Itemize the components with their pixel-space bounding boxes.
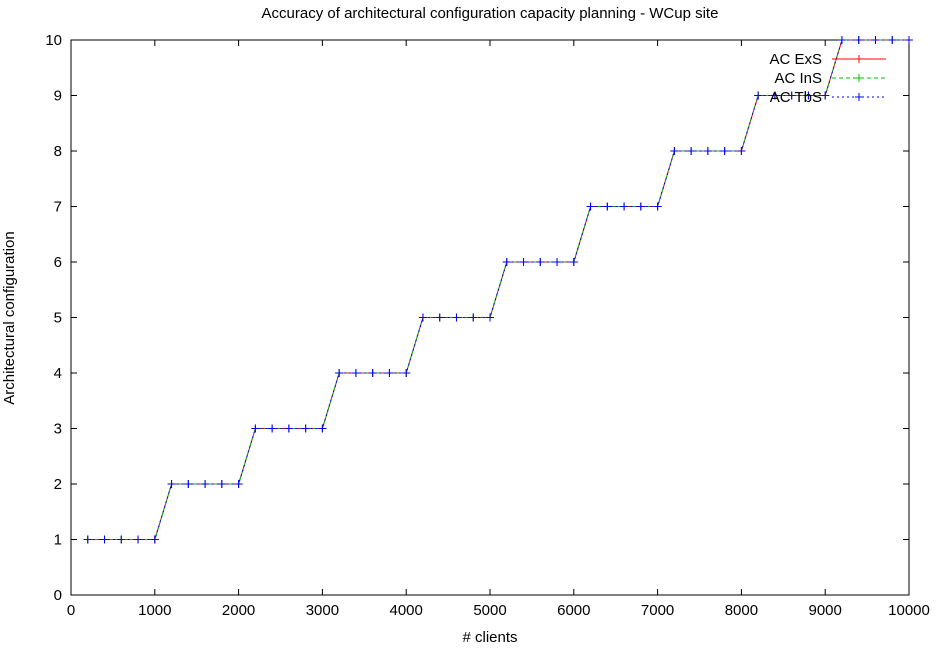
data-point (452, 313, 461, 322)
x-tick-label: 10000 (888, 602, 930, 619)
data-point (284, 424, 293, 433)
data-point (905, 36, 913, 44)
data-point (837, 36, 846, 44)
data-point (636, 202, 645, 211)
data-point (301, 424, 310, 433)
data-point (117, 535, 126, 544)
data-point (502, 258, 511, 266)
data-point (318, 424, 327, 433)
data-point (770, 91, 779, 100)
data-point (134, 535, 143, 544)
data-point (335, 369, 344, 377)
x-tick-label: 0 (67, 602, 75, 619)
x-tick-label: 9000 (809, 602, 842, 619)
data-point (351, 369, 360, 377)
y-tick-label: 5 (54, 310, 62, 327)
x-tick-label: 6000 (557, 602, 590, 619)
data-point (217, 480, 226, 488)
data-point (486, 313, 494, 322)
data-point (720, 147, 729, 155)
x-tick-label: 5000 (473, 602, 506, 619)
data-point (888, 36, 897, 44)
data-point (150, 535, 159, 544)
data-point (871, 36, 880, 44)
data-point (251, 424, 260, 433)
y-tick-label: 7 (54, 199, 62, 216)
data-point (569, 258, 578, 266)
y-tick-label: 4 (54, 365, 62, 382)
x-axis-label: # clients (462, 629, 517, 646)
data-point (234, 480, 243, 488)
legend: AC ExS AC InS AC TbS (769, 51, 886, 106)
data-point (519, 258, 528, 266)
data-point (804, 91, 813, 100)
y-tick-label: 3 (54, 421, 62, 438)
y-tick-label: 1 (54, 532, 62, 549)
x-tick-label: 7000 (641, 602, 674, 619)
data-point (620, 202, 629, 211)
x-tick-label: 8000 (725, 602, 758, 619)
data-point (821, 91, 830, 100)
data-point (536, 258, 545, 266)
legend-label: AC TbS (770, 89, 822, 106)
data-point (603, 202, 612, 211)
legend-marker (855, 74, 863, 82)
data-point (385, 369, 394, 377)
data-point (268, 424, 277, 433)
y-tick-label: 0 (54, 587, 62, 604)
x-tick-label: 3000 (306, 602, 339, 619)
data-point (167, 480, 176, 488)
data-point (184, 480, 193, 488)
data-point (854, 36, 863, 44)
y-axis-label: Architectural configuration (1, 231, 18, 404)
legend-marker (855, 55, 863, 63)
y-tick-label: 2 (54, 476, 62, 493)
data-point (703, 147, 712, 155)
data-point (586, 202, 595, 211)
data-point (687, 147, 696, 155)
data-point (100, 535, 109, 544)
data-point (435, 313, 444, 322)
y-tick-label: 8 (54, 143, 62, 160)
x-tick-label: 1000 (138, 602, 171, 619)
data-point (737, 147, 746, 155)
data-point (553, 258, 562, 266)
data-point (653, 202, 662, 211)
axes: 0 1000 2000 3000 4000 5000 6000 7000 8000 9000 100… (45, 32, 930, 619)
legend-label: AC InS (774, 70, 822, 87)
data-point (83, 535, 92, 544)
x-tick-label: 2000 (222, 602, 255, 619)
y-tick-label: 10 (45, 32, 62, 49)
y-tick-label: 6 (54, 254, 62, 271)
legend-label: AC ExS (769, 51, 822, 68)
data-point (368, 369, 377, 377)
y-tick-label: 9 (54, 88, 62, 105)
data-point (201, 480, 210, 488)
data-point (469, 313, 478, 322)
data-point (418, 313, 427, 322)
x-tick-label: 4000 (390, 602, 423, 619)
data-point (670, 147, 679, 155)
series-line-2 (87, 39, 909, 540)
data-point (787, 91, 796, 100)
data-point (402, 369, 411, 377)
data-point (754, 91, 763, 100)
chart-title: Accuracy of architectural configuration … (262, 5, 719, 22)
legend-marker (855, 93, 863, 101)
plot-area (83, 36, 913, 544)
